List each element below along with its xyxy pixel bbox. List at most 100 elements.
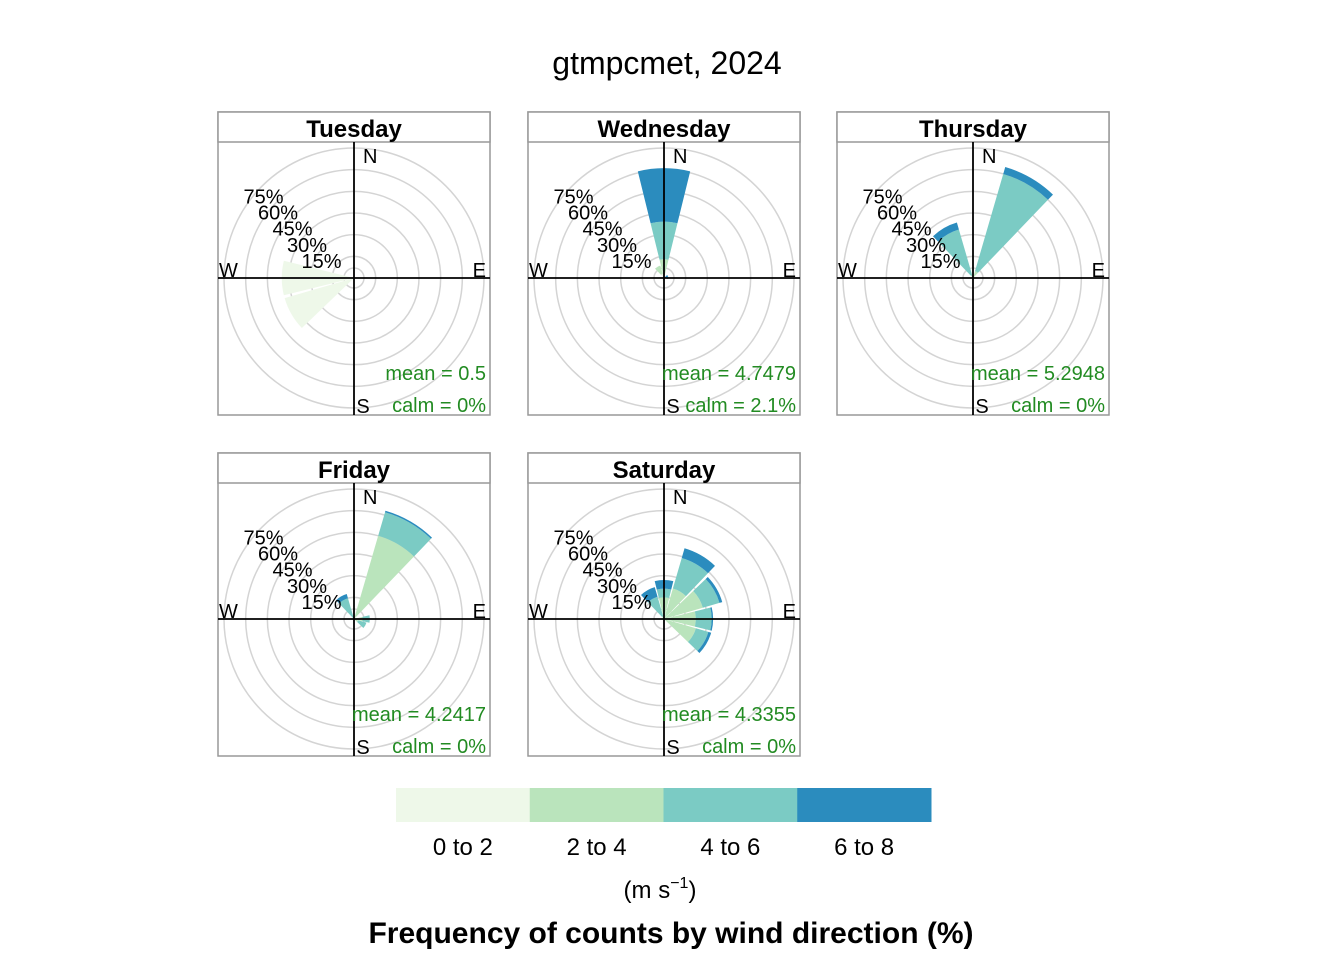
sector-120-bin-2 (357, 620, 367, 628)
legend-range-label: 2 to 4 (567, 834, 627, 861)
legend-caption: Frequency of counts by wind direction (%… (368, 917, 973, 950)
sector-30-bin-2 (672, 557, 708, 597)
sector-330-bin-2 (339, 598, 354, 619)
compass-e: E (783, 260, 796, 282)
sector-330-bin-2 (648, 596, 664, 617)
legend-unit: (m s−1) (624, 875, 697, 904)
radial-tick-label: 45% (272, 560, 312, 582)
radial-tick-label: 45% (582, 560, 622, 582)
radial-tick-label: 60% (258, 544, 298, 566)
sector-330-bin-3 (336, 594, 348, 604)
compass-s: S (356, 396, 369, 418)
sector-120-bin-1 (664, 619, 696, 642)
legend-unit-close: ) (688, 877, 696, 904)
legend-swatch-2 (663, 788, 798, 822)
calm-label: calm = 0% (702, 736, 796, 758)
panel-body (528, 483, 800, 756)
panel-strip (836, 111, 1110, 143)
mean-label: mean = 4.7479 (662, 363, 796, 385)
legend-range-label: 4 to 6 (700, 834, 760, 861)
legend-unit-base: (m s (624, 877, 671, 904)
mean-label: mean = 4.3355 (662, 704, 796, 726)
sector-30-bin-2 (378, 512, 431, 557)
sector-60-bin-3 (665, 275, 669, 278)
radial-tick-label: 30% (597, 576, 637, 598)
sector-60-bin-1 (664, 591, 703, 619)
compass-s: S (666, 396, 679, 418)
calm-label: calm = 0% (1011, 395, 1105, 417)
radial-tick-label: 60% (568, 203, 608, 225)
radial-tick-label: 45% (272, 219, 312, 241)
compass-n: N (363, 146, 377, 168)
compass-e: E (473, 260, 486, 282)
radial-tick-label: 15% (301, 251, 341, 273)
radial-tick-label: 45% (891, 219, 931, 241)
radial-tick-label: 30% (906, 235, 946, 257)
compass-s: S (975, 396, 988, 418)
sector-30-bin-2 (975, 173, 1048, 273)
radial-tick-label: 75% (243, 527, 283, 549)
radial-tick-label: 45% (582, 219, 622, 241)
legend-unit-sup: −1 (670, 875, 688, 892)
sector-30-bin-3 (681, 548, 715, 574)
compass-w: W (529, 260, 548, 282)
compass-s: S (666, 737, 679, 759)
sector-30-bin-1 (973, 271, 978, 278)
sector-30-bin-3 (385, 510, 432, 539)
radial-tick-label: 15% (301, 592, 341, 614)
sector-60-bin-3 (705, 577, 723, 603)
radial-tick-label: 60% (258, 203, 298, 225)
sector-60-bin-2 (693, 579, 720, 608)
legend-swatch-0 (396, 788, 531, 822)
radial-tick-label: 75% (553, 186, 593, 208)
chart-title: gtmpcmet, 2024 (552, 45, 781, 81)
compass-e: E (473, 601, 486, 623)
sector-330-bin-3 (641, 587, 658, 603)
calm-label: calm = 0% (392, 395, 486, 417)
sector-240-bin-0 (284, 278, 354, 328)
compass-w: W (219, 601, 238, 623)
panel-label: Thursday (919, 116, 1028, 143)
panel-body (218, 142, 490, 415)
radial-tick-label: 75% (553, 527, 593, 549)
panel-body (837, 142, 1109, 415)
radial-tick-label: 75% (243, 186, 283, 208)
color-key: 0 to 2 2 to 4 4 to 6 6 to 8 (396, 788, 932, 861)
radial-tick-label: 30% (287, 235, 327, 257)
sector-330-bin-3 (933, 222, 959, 242)
legend-range-label: 0 to 2 (433, 834, 493, 861)
sector-330-bin-1 (655, 265, 663, 275)
radial-tick-label: 60% (568, 544, 608, 566)
compass-n: N (982, 146, 996, 168)
radial-tick-label: 75% (862, 186, 902, 208)
radial-tick-label: 60% (877, 203, 917, 225)
mean-label: mean = 4.2417 (352, 704, 486, 726)
calm-label: calm = 0% (392, 736, 486, 758)
radial-tick-label: 30% (597, 235, 637, 257)
compass-e: E (783, 601, 796, 623)
sector-30-bin-1 (354, 535, 414, 619)
mean-label: mean = 5.2948 (971, 363, 1105, 385)
compass-e: E (1092, 260, 1105, 282)
panel-body (528, 142, 800, 415)
radial-tick-label: 15% (611, 251, 651, 273)
compass-w: W (219, 260, 238, 282)
panel-strip (527, 111, 801, 143)
radial-tick-label: 15% (611, 592, 651, 614)
sector-120-bin-3 (697, 631, 712, 653)
legend-range-label: 6 to 8 (834, 834, 894, 861)
compass-s: S (356, 737, 369, 759)
legend-swatch-1 (529, 788, 664, 822)
compass-n: N (363, 487, 377, 509)
panel-label: Friday (318, 457, 391, 484)
sector-120-bin-2 (687, 628, 709, 651)
panel-strip (217, 111, 491, 143)
compass-n: N (673, 487, 687, 509)
